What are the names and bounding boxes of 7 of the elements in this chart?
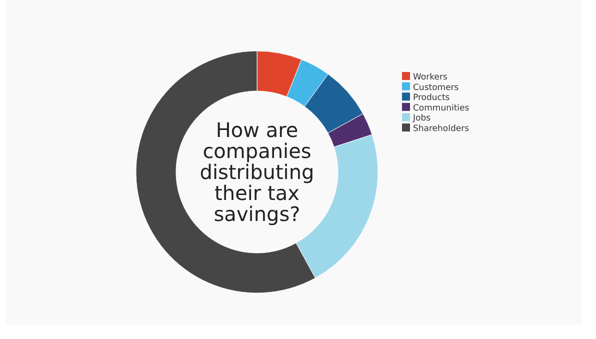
legend-label: Workers bbox=[413, 72, 448, 82]
text: How are companies distributing their tax savings? bbox=[200, 118, 314, 226]
legend-label: Products bbox=[413, 93, 450, 104]
legend-label: Communities bbox=[413, 103, 470, 114]
legend-label: Jobs bbox=[412, 114, 432, 124]
legend-label: Shareholders bbox=[413, 124, 470, 134]
legend-label: Customers bbox=[413, 82, 460, 93]
